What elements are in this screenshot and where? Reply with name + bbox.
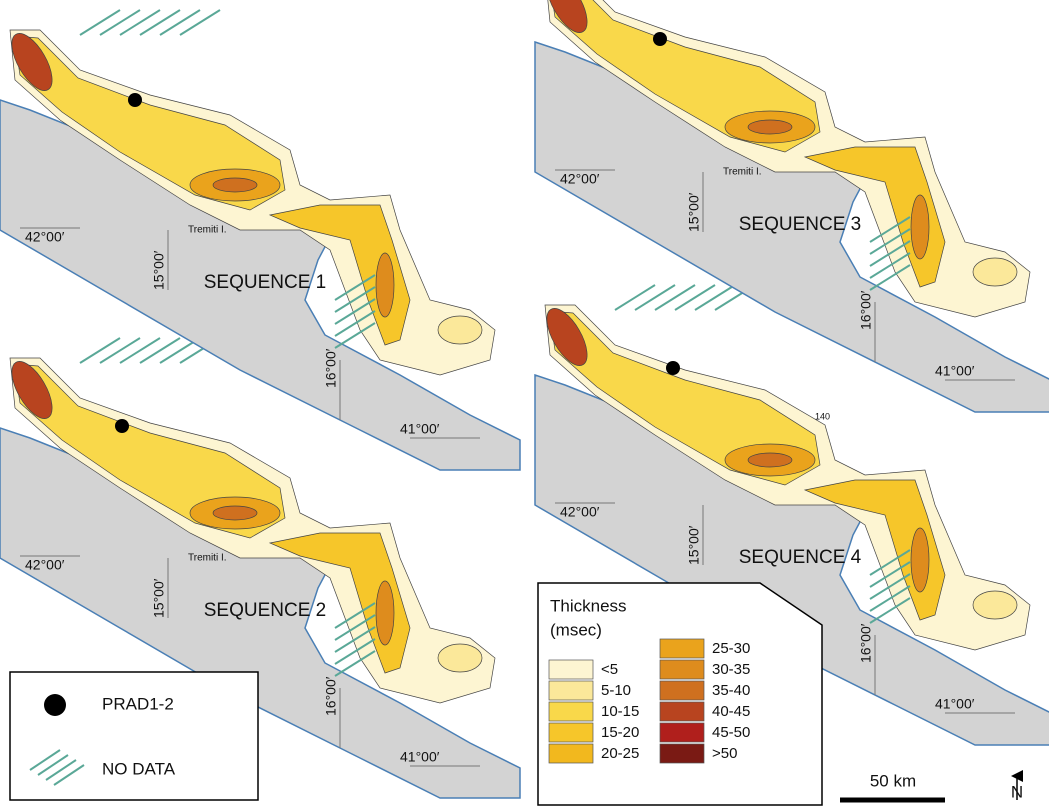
hatch-line xyxy=(180,10,220,35)
lon-label: 16°00′ xyxy=(858,623,874,663)
well xyxy=(653,32,667,46)
island-label: Tremiti I. xyxy=(188,553,227,564)
hatch-line xyxy=(615,285,655,310)
legend-swatch xyxy=(660,702,704,721)
hatch-line xyxy=(140,338,180,363)
legend-swatch xyxy=(660,723,704,742)
hatch-line xyxy=(655,285,695,310)
hatch-line xyxy=(80,10,120,35)
hatch-line xyxy=(100,338,140,363)
legend-swatch xyxy=(549,702,593,721)
legend-swatch xyxy=(660,660,704,679)
north-label: N xyxy=(1011,782,1023,801)
lat-label: 42°00′ xyxy=(25,229,65,245)
well-symbol xyxy=(44,694,66,716)
legend-label: 45-50 xyxy=(712,724,750,741)
thickness-core xyxy=(911,528,929,592)
legend-label: 35-40 xyxy=(712,682,750,699)
lat-label: 41°00′ xyxy=(935,696,975,712)
legend-unit: (msec) xyxy=(550,620,602,639)
key-no-data: NO DATA xyxy=(102,759,176,778)
thickness-core xyxy=(438,316,482,344)
legend-swatch xyxy=(549,681,593,700)
well xyxy=(128,93,142,107)
legend-label: 20-25 xyxy=(601,745,639,762)
hatch-line xyxy=(635,285,675,310)
legend-label: 40-45 xyxy=(712,703,750,720)
legend-swatch xyxy=(549,660,593,679)
legend-swatch xyxy=(549,723,593,742)
panel-title: SEQUENCE 3 xyxy=(739,214,861,235)
thickness-core xyxy=(911,195,929,259)
thickness-core xyxy=(973,591,1017,619)
island-label: Tremiti I. xyxy=(188,225,227,236)
lat-label: 41°00′ xyxy=(400,421,440,437)
thickness-core xyxy=(376,253,394,317)
legend-label: 25-30 xyxy=(712,640,750,657)
hatch-line xyxy=(80,338,120,363)
legend-label: >50 xyxy=(712,745,737,762)
legend-swatch xyxy=(549,744,593,763)
legend-swatch xyxy=(660,744,704,763)
hatch-line xyxy=(100,10,140,35)
lat-label: 42°00′ xyxy=(560,504,600,520)
thickness-core xyxy=(438,644,482,672)
lon-label: 16°00′ xyxy=(323,348,339,388)
hatch-line xyxy=(120,338,160,363)
lat-label: 41°00′ xyxy=(400,749,440,765)
hatch-line xyxy=(140,10,180,35)
legend-label: 5-10 xyxy=(601,682,631,699)
contour-label: 140 xyxy=(815,411,830,421)
scale-label: 50 km xyxy=(870,771,916,790)
lon-label: 16°00′ xyxy=(858,290,874,330)
legend-label: 15-20 xyxy=(601,724,639,741)
thickness-core xyxy=(376,581,394,645)
lat-label: 41°00′ xyxy=(935,363,975,379)
legend-swatch xyxy=(660,639,704,658)
thickness-core xyxy=(748,120,792,134)
lon-label: 15°00′ xyxy=(686,192,702,232)
figure: SEQUENCE 4 42°00′ 15°00′ 16°00′ 41°00′ 140 SEQ… xyxy=(0,0,1049,807)
legend-label: <5 xyxy=(601,661,618,678)
hatch-line xyxy=(160,10,200,35)
lon-label: 15°00′ xyxy=(686,525,702,565)
thickness-core xyxy=(973,258,1017,286)
hatch-line xyxy=(675,285,715,310)
legend-title: Thickness xyxy=(550,596,627,615)
thickness-core xyxy=(213,178,257,192)
lon-label: 15°00′ xyxy=(151,250,167,290)
legend-label: 10-15 xyxy=(601,703,639,720)
lat-label: 42°00′ xyxy=(25,557,65,573)
lon-label: 15°00′ xyxy=(151,578,167,618)
well xyxy=(115,419,129,433)
legend-label: 30-35 xyxy=(712,661,750,678)
lon-label: 16°00′ xyxy=(323,676,339,716)
thickness-core xyxy=(748,453,792,467)
lat-label: 42°00′ xyxy=(560,171,600,187)
key-box xyxy=(10,672,258,800)
panel-title: SEQUENCE 4 xyxy=(739,547,862,568)
key-well: PRAD1-2 xyxy=(102,694,174,713)
hatch-line xyxy=(120,10,160,35)
island-label: Tremiti I. xyxy=(723,167,762,178)
panel-title: SEQUENCE 2 xyxy=(204,600,326,621)
thickness-core xyxy=(213,506,257,520)
panel-title: SEQUENCE 1 xyxy=(204,272,326,293)
well xyxy=(666,361,680,375)
hatch-line xyxy=(695,285,735,310)
legend-swatch xyxy=(660,681,704,700)
